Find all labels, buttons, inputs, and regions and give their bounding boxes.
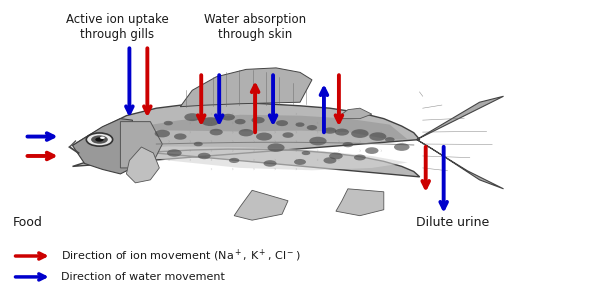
Circle shape [294,159,306,165]
Circle shape [268,143,284,152]
Circle shape [184,113,200,121]
PathPatch shape [180,68,312,107]
Circle shape [365,147,379,154]
Circle shape [276,120,288,126]
PathPatch shape [234,190,288,220]
Circle shape [202,117,219,126]
Text: Direction of ion movement (Na$^+$, K$^+$, Cl$^-$): Direction of ion movement (Na$^+$, K$^+$… [61,248,300,264]
Circle shape [256,133,272,141]
Text: Dilute urine: Dilute urine [416,216,489,229]
Circle shape [167,149,182,157]
Circle shape [323,157,337,164]
Circle shape [263,160,277,167]
Circle shape [335,129,349,136]
Circle shape [229,158,239,163]
PathPatch shape [73,102,420,177]
Circle shape [394,143,410,151]
Circle shape [251,117,265,123]
PathPatch shape [121,122,163,168]
Circle shape [302,151,310,155]
PathPatch shape [336,189,384,216]
Text: Active ion uptake
through gills: Active ion uptake through gills [66,13,169,40]
Circle shape [329,153,343,159]
Circle shape [194,142,203,146]
Circle shape [369,132,386,141]
PathPatch shape [73,118,133,174]
PathPatch shape [417,96,503,189]
Circle shape [239,129,254,136]
Circle shape [307,125,317,130]
Circle shape [174,134,187,140]
Circle shape [343,142,353,147]
Circle shape [155,130,170,137]
Text: Food: Food [13,216,43,229]
Circle shape [283,132,293,138]
Circle shape [221,114,235,121]
Circle shape [295,122,305,127]
Circle shape [100,136,105,139]
Text: Water absorption
through skin: Water absorption through skin [204,13,306,40]
PathPatch shape [127,147,160,183]
Circle shape [95,137,104,142]
Circle shape [164,121,173,125]
Circle shape [323,128,336,134]
Circle shape [235,119,245,124]
Circle shape [310,137,326,146]
Circle shape [86,133,113,146]
Circle shape [354,154,366,160]
PathPatch shape [109,146,408,170]
Circle shape [385,137,395,142]
Text: Direction of water movement: Direction of water movement [61,272,224,282]
Circle shape [351,129,368,138]
PathPatch shape [121,115,408,140]
Circle shape [91,135,108,144]
Circle shape [209,129,223,135]
Circle shape [198,153,211,159]
PathPatch shape [336,108,372,118]
